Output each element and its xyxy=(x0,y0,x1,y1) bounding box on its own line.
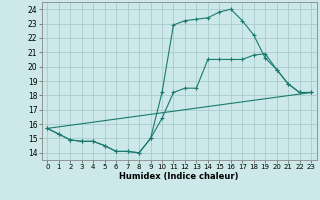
X-axis label: Humidex (Indice chaleur): Humidex (Indice chaleur) xyxy=(119,172,239,181)
